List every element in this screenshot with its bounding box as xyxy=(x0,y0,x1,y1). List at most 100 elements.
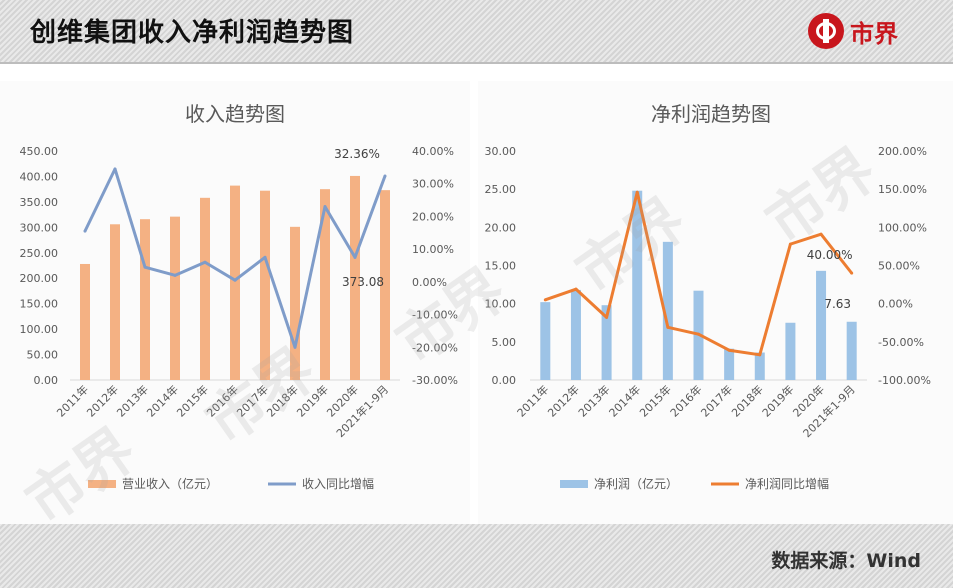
line-point xyxy=(574,287,578,291)
bar xyxy=(140,219,150,380)
right-axis-tick-label: -20.00% xyxy=(412,341,458,354)
bar xyxy=(785,322,796,380)
right-axis-tick-label: 200.00% xyxy=(878,145,927,158)
line-point xyxy=(605,315,609,319)
legend-line-label: 收入同比增幅 xyxy=(302,476,374,491)
left-axis-tick-label: 15.00 xyxy=(485,260,517,273)
profit-chart-panel: 净利润趋势图 0.00 5.00 10.00 15.00 20.00 25.00 30.00 -… xyxy=(478,81,953,524)
line-point xyxy=(697,332,700,336)
legend-bar-swatch xyxy=(560,480,588,488)
right-axis-tick-label: 10.00% xyxy=(412,243,454,256)
right-axis-tick-label: 0.00% xyxy=(878,298,913,311)
x-axis-tick-label: 2012年 xyxy=(84,382,121,419)
left-axis-tick-label: 250.00 xyxy=(20,247,59,260)
right-axis-tick-label: -30.00% xyxy=(412,374,458,387)
x-axis-tick-label: 2019年 xyxy=(294,382,331,419)
x-axis-tick-label: 2013年 xyxy=(575,382,612,419)
left-axis-tick-label: 400.00 xyxy=(20,170,59,183)
left-axis-tick-label: 5.00 xyxy=(492,336,517,349)
line-data-label: 40.00% xyxy=(807,248,853,262)
line-point xyxy=(353,255,357,259)
left-axis-tick-label: 30.00 xyxy=(485,145,517,158)
data-source: 数据来源：Wind xyxy=(771,550,921,572)
left-axis-tick-label: 20.00 xyxy=(485,221,517,234)
brand-logo: 市界 xyxy=(808,12,898,50)
right-axis-tick-label: -10.00% xyxy=(412,309,458,322)
line-data-label: 32.36% xyxy=(334,147,380,161)
header-divider xyxy=(0,62,953,64)
right-axis-tick-label: 100.00% xyxy=(878,221,927,234)
right-axis-tick-label: 0.00% xyxy=(412,276,447,289)
x-axis-tick-label: 2015年 xyxy=(174,382,211,419)
legend-line-label: 净利润同比增幅 xyxy=(745,476,829,491)
line-point xyxy=(666,325,670,329)
footer-banner: 数据来源：Wind xyxy=(0,524,953,588)
right-axis-tick-label: -50.00% xyxy=(878,336,924,349)
line-point xyxy=(543,298,547,302)
bar xyxy=(110,224,120,380)
x-axis-tick-label: 2011年 xyxy=(54,382,91,419)
legend-bar-label: 营业收入（亿元） xyxy=(122,476,218,491)
x-axis-tick-label: 2017年 xyxy=(698,382,735,419)
left-axis-tick-label: 150.00 xyxy=(20,298,59,311)
line-point xyxy=(233,278,237,282)
logo-text: 市界 xyxy=(850,19,898,48)
line-point xyxy=(113,167,117,171)
bar xyxy=(350,175,360,380)
bar-data-label: 373.08 xyxy=(342,275,384,289)
x-axis-tick-label: 2019年 xyxy=(759,382,796,419)
left-axis-tick-label: 25.00 xyxy=(485,183,517,196)
left-axis-tick-label: 300.00 xyxy=(20,221,59,234)
line-point xyxy=(173,273,177,277)
bar xyxy=(170,216,180,380)
legend-bar-label: 净利润（亿元） xyxy=(594,476,678,491)
x-axis-tick-label: 2013年 xyxy=(114,382,151,419)
right-axis-tick-label: 40.00% xyxy=(412,145,454,158)
right-axis-tick-label: -100.00% xyxy=(878,374,931,387)
left-axis-tick-label: 100.00 xyxy=(20,323,59,336)
bar xyxy=(230,185,240,380)
bar xyxy=(724,348,735,380)
bar xyxy=(601,305,612,380)
bar xyxy=(816,270,827,380)
x-axis-tick-label: 2016年 xyxy=(667,382,704,419)
right-axis-tick-label: 20.00% xyxy=(412,210,454,223)
right-axis-tick-label: 50.00% xyxy=(878,260,920,273)
chart-title: 收入趋势图 xyxy=(185,102,285,126)
legend-bar-swatch xyxy=(88,480,116,488)
x-axis-tick-label: 2018年 xyxy=(728,382,765,419)
bar xyxy=(80,263,90,380)
line-point xyxy=(727,348,731,352)
page-title: 创维集团收入净利润趋势图 xyxy=(30,18,355,48)
bar xyxy=(846,321,857,380)
line-point xyxy=(203,260,207,264)
x-axis-tick-label: 2012年 xyxy=(545,382,582,419)
left-axis-tick-label: 0.00 xyxy=(492,374,517,387)
bar xyxy=(540,302,551,380)
left-axis-tick-label: 10.00 xyxy=(485,298,517,311)
left-axis-tick-label: 450.00 xyxy=(20,145,59,158)
line-point xyxy=(635,190,639,194)
left-axis-tick-label: 50.00 xyxy=(27,349,59,362)
left-axis-tick-label: 200.00 xyxy=(20,272,59,285)
x-axis-tick-label: 2011年 xyxy=(514,382,551,419)
line-point xyxy=(293,345,297,349)
chart-title: 净利润趋势图 xyxy=(651,102,771,126)
profit-chart: 净利润趋势图 0.00 5.00 10.00 15.00 20.00 25.00 30.00 -… xyxy=(485,102,931,491)
bar xyxy=(662,241,673,380)
bar-data-label: 7.63 xyxy=(824,297,851,311)
x-axis-tick-label: 2014年 xyxy=(144,382,181,419)
bar xyxy=(260,190,270,380)
left-axis-tick-label: 0.00 xyxy=(34,374,59,387)
line-point xyxy=(383,174,387,178)
bar xyxy=(380,190,390,380)
line-point xyxy=(323,205,327,209)
left-axis-tick-label: 350.00 xyxy=(20,196,59,209)
bar xyxy=(570,289,581,380)
line-point xyxy=(83,229,87,233)
bar xyxy=(320,189,330,380)
line-point xyxy=(850,271,854,275)
x-axis-tick-label: 2021年1-9月 xyxy=(800,382,858,440)
revenue-chart: 收入趋势图 0.00 50.00 100.00 150.00 200.00 250.00 30… xyxy=(20,102,458,491)
x-axis-tick-label: 2017年 xyxy=(234,382,271,419)
